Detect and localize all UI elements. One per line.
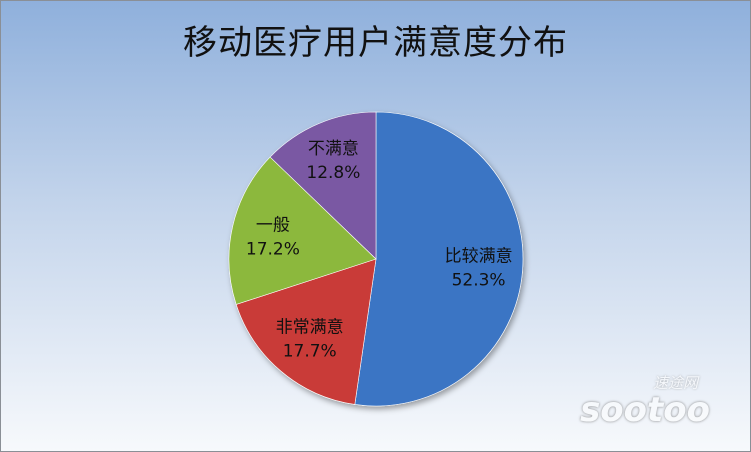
pie-slice [228,156,377,305]
slice-value-label: 17.7% [283,342,337,362]
watermark-cn: 速途网 [652,374,698,392]
slice-value-label: 52.3% [452,270,506,290]
pie-slice [354,111,524,407]
slice-value-label: 17.2% [246,239,300,259]
watermark-logo: 速途网 sootoo [580,372,710,427]
pie-slice [235,258,377,405]
slice-category-label: 一般 [256,215,290,235]
slice-category-label: 不满意 [308,139,359,159]
watermark-en: sootoo [580,390,710,430]
chart-title: 移动医疗用户满意度分布 [183,23,568,63]
slice-category-label: 比较满意 [445,246,513,266]
slice-category-label: 非常满意 [276,318,344,338]
slice-value-label: 12.8% [306,163,360,183]
pie-slice [269,111,377,260]
